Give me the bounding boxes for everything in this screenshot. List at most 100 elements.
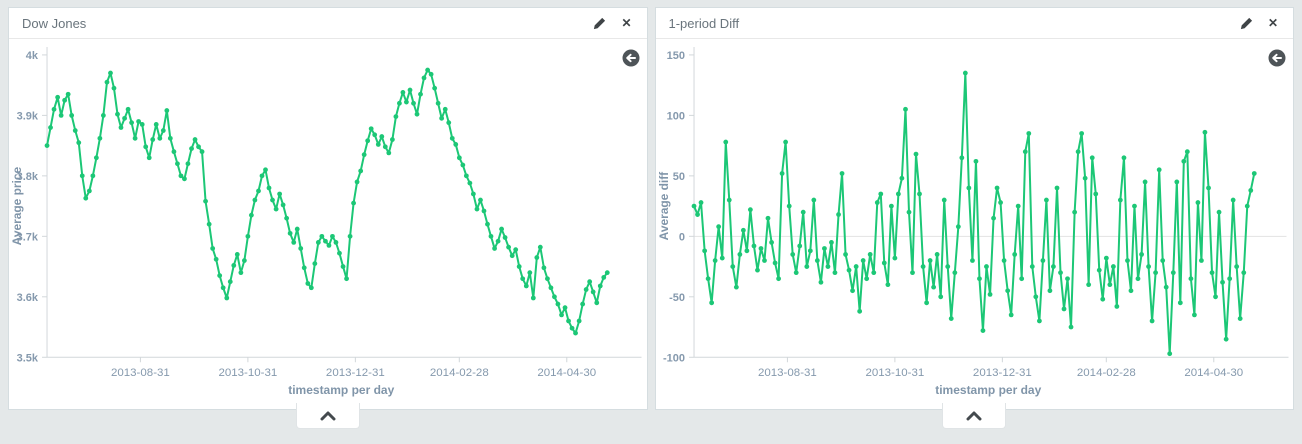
data-point <box>259 173 265 179</box>
data-point <box>69 113 75 118</box>
data-point <box>62 97 68 103</box>
data-point <box>1043 197 1049 203</box>
data-point <box>920 264 926 269</box>
data-point <box>506 244 511 250</box>
data-point <box>537 244 543 250</box>
data-point <box>941 197 947 203</box>
data-point <box>495 238 501 244</box>
data-point <box>793 270 799 276</box>
legend-toggle-button[interactable] <box>622 49 640 67</box>
data-point <box>414 111 420 117</box>
data-point <box>474 206 480 212</box>
data-point <box>754 267 760 273</box>
data-point <box>382 144 388 150</box>
y-tick-label: 3.8k <box>17 171 39 183</box>
panel-title: Dow Jones <box>22 15 87 31</box>
data-point <box>404 99 409 105</box>
data-point <box>712 258 718 263</box>
pencil-icon <box>1240 17 1252 29</box>
edit-button[interactable] <box>1239 16 1253 30</box>
data-point <box>1219 279 1225 285</box>
data-point <box>976 276 982 282</box>
data-point <box>65 91 71 97</box>
data-point <box>923 300 929 306</box>
legend-toggle-button[interactable] <box>1268 49 1286 67</box>
data-point <box>319 233 325 239</box>
close-button[interactable]: ✕ <box>620 16 634 30</box>
y-tick-label: 3.5k <box>17 352 39 364</box>
data-point <box>238 270 244 276</box>
y-tick-label: 3.9k <box>17 110 39 122</box>
data-point <box>171 149 177 155</box>
axes: 4k 3.9k 3.8k 3.7k 3.6k 3.5k 2013-08-31 2013-10-… <box>10 46 642 397</box>
data-point <box>428 71 434 77</box>
data-point <box>983 264 989 269</box>
data-point <box>199 149 205 155</box>
data-point <box>786 203 792 209</box>
dow-jones-chart-canvas[interactable]: 4k 3.9k 3.8k 3.7k 3.6k 3.5k 2013-08-31 2013-10-… <box>9 39 647 409</box>
data-point <box>891 255 897 261</box>
data-point <box>231 262 237 268</box>
data-point <box>189 146 194 151</box>
spy-panel-toggle[interactable] <box>942 403 1007 429</box>
data-point <box>439 115 445 121</box>
panel-dow-jones: Dow Jones ✕ 4k 3.9k 3.8k 3.7k 3.6k 3.5k 2013-0… <box>8 7 648 429</box>
data-point <box>312 261 318 266</box>
data-point <box>775 276 781 282</box>
data-point <box>467 180 473 186</box>
data-point <box>818 279 823 285</box>
panel-header[interactable]: Dow Jones ✕ <box>9 8 647 39</box>
data-point <box>273 206 279 212</box>
data-point <box>418 91 423 97</box>
data-point <box>136 119 142 124</box>
data-point <box>1103 255 1109 261</box>
data-point <box>227 279 233 285</box>
data-point <box>1040 258 1045 263</box>
data-point <box>1082 175 1088 181</box>
edit-button[interactable] <box>593 16 607 30</box>
data-point <box>407 87 413 93</box>
data-point <box>344 276 349 282</box>
data-point <box>432 85 438 91</box>
x-tick-label: 2013-12-31 <box>326 367 385 379</box>
data-point <box>372 132 378 138</box>
data-point <box>1032 294 1038 300</box>
data-point <box>1128 288 1133 294</box>
x-tick-label: 2014-02-28 <box>430 367 489 379</box>
data-point <box>994 185 999 191</box>
data-point <box>301 265 307 271</box>
diff-chart-canvas[interactable]: 150 100 50 0 -50 -100 2013-08-31 2013-10-31 2013… <box>656 39 1294 409</box>
y-tick-label: 150 <box>666 50 684 62</box>
data-point <box>470 191 476 197</box>
data-point <box>951 270 957 276</box>
data-point <box>545 276 550 282</box>
data-point <box>308 285 314 291</box>
data-point <box>846 267 851 273</box>
series <box>691 70 1257 357</box>
panel-1-period-diff: 1-period Diff ✕ 150 100 50 0 -50 -100 2013-08-… <box>654 7 1294 429</box>
data-point <box>386 150 392 156</box>
data-point <box>701 248 707 254</box>
data-point <box>167 135 173 141</box>
x-tick-label: 2014-04-30 <box>1184 367 1243 379</box>
data-point <box>129 120 134 126</box>
close-button[interactable]: ✕ <box>1266 16 1280 30</box>
data-point <box>973 158 978 164</box>
data-point <box>729 264 735 269</box>
spy-panel-toggle[interactable] <box>295 403 360 429</box>
data-point <box>210 246 216 251</box>
pencil-icon <box>593 17 606 29</box>
data-point <box>691 203 696 209</box>
data-point <box>502 235 508 240</box>
data-point <box>44 143 50 149</box>
data-point <box>1121 155 1126 161</box>
data-point <box>997 200 1003 205</box>
data-point <box>115 111 120 117</box>
data-point <box>534 255 540 260</box>
panel-header[interactable]: 1-period Diff ✕ <box>655 8 1293 39</box>
data-point <box>361 152 367 158</box>
data-point <box>1226 276 1232 282</box>
data-point <box>1188 276 1193 282</box>
data-point <box>814 258 820 263</box>
data-point <box>604 270 610 276</box>
